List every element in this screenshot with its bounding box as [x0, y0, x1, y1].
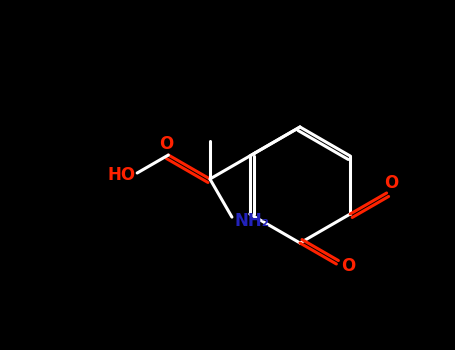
Text: NH₂: NH₂: [234, 212, 269, 230]
Text: O: O: [341, 257, 355, 275]
Text: HO: HO: [107, 166, 135, 184]
Text: O: O: [159, 135, 173, 153]
Text: O: O: [384, 174, 399, 192]
